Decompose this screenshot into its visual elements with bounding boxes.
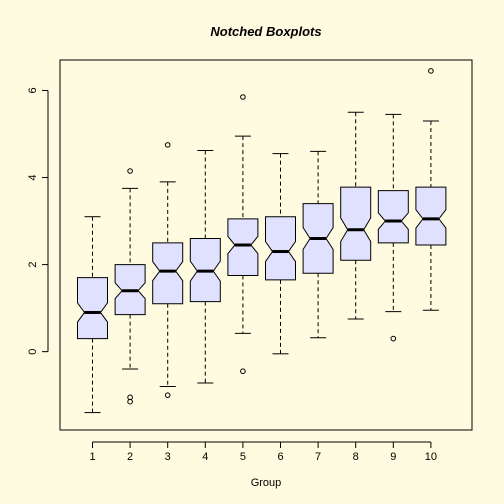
- outlier-point: [428, 68, 434, 74]
- box-group: [415, 68, 447, 311]
- x-axis: 1 2 3 4 5 6 7 8 9 10: [89, 441, 437, 463]
- y-tick-label: 6: [27, 87, 39, 93]
- y-axis: 0 2 4 6: [27, 87, 49, 355]
- notched-box: [77, 277, 108, 340]
- box-group: [302, 150, 334, 339]
- notched-box: [265, 216, 296, 281]
- outlier-point: [164, 392, 171, 398]
- x-tick-label: 9: [390, 451, 396, 463]
- box-group: [265, 153, 296, 355]
- box-group: [189, 150, 221, 384]
- outlier-point: [240, 94, 246, 100]
- x-tick-label: 4: [202, 451, 208, 463]
- box-group: [114, 168, 146, 405]
- x-axis-label: Group: [251, 477, 282, 489]
- y-tick-label: 0: [27, 349, 39, 355]
- notched-box: [340, 186, 372, 261]
- y-tick-label: 2: [27, 262, 39, 268]
- box-group: [152, 142, 184, 398]
- y-tick-label: 4: [27, 174, 39, 180]
- x-tick-label: 1: [89, 451, 95, 463]
- box-group: [340, 111, 372, 320]
- x-tick-label: 10: [425, 451, 437, 463]
- outlier-point: [164, 142, 171, 148]
- x-tick-label: 8: [353, 451, 359, 463]
- outlier-point: [127, 168, 133, 174]
- outlier-point: [240, 368, 246, 375]
- x-tick-label: 5: [240, 451, 246, 463]
- notched-box: [377, 190, 409, 244]
- box-group: [377, 113, 409, 342]
- plot-frame: [59, 59, 473, 431]
- notched-box: [227, 218, 259, 276]
- box-group: [227, 94, 259, 375]
- chart-title: Notched Boxplots: [210, 24, 321, 39]
- box-series: [77, 68, 447, 414]
- x-tick-label: 3: [165, 451, 171, 463]
- notched-box: [152, 242, 184, 305]
- outlier-point: [390, 335, 397, 342]
- box-group: [77, 216, 108, 414]
- x-tick-label: 2: [127, 451, 133, 463]
- x-tick-label: 7: [315, 451, 321, 463]
- x-tick-label: 6: [277, 451, 283, 463]
- outlier-point: [127, 398, 133, 405]
- notched-box: [415, 186, 447, 246]
